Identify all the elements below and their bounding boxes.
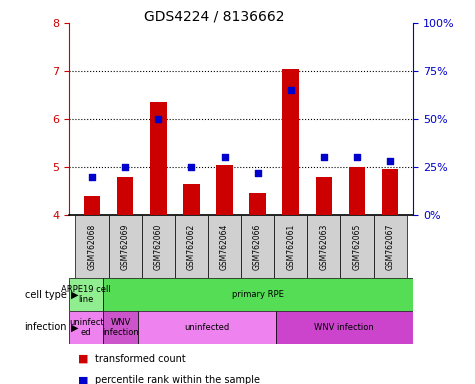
Bar <box>175 215 208 278</box>
Text: transformed count: transformed count <box>95 354 186 364</box>
Bar <box>274 215 307 278</box>
Text: GSM762066: GSM762066 <box>253 223 262 270</box>
Text: GSM762063: GSM762063 <box>319 223 328 270</box>
Point <box>386 158 394 164</box>
Text: ■: ■ <box>78 354 89 364</box>
Text: GDS4224 / 8136662: GDS4224 / 8136662 <box>143 10 284 23</box>
Bar <box>216 165 233 215</box>
Bar <box>373 215 407 278</box>
Text: primary RPE: primary RPE <box>232 290 284 299</box>
Bar <box>276 311 413 344</box>
Bar <box>349 167 365 215</box>
Text: cell type: cell type <box>25 290 67 300</box>
Point <box>353 154 361 161</box>
Text: GSM762061: GSM762061 <box>286 223 295 270</box>
Point <box>320 154 328 161</box>
Bar <box>76 215 109 278</box>
Text: GSM762062: GSM762062 <box>187 223 196 270</box>
Text: uninfected: uninfected <box>184 323 229 332</box>
Bar <box>150 102 167 215</box>
Text: GSM762064: GSM762064 <box>220 223 229 270</box>
Point <box>88 174 96 180</box>
Bar <box>109 215 142 278</box>
Bar <box>69 278 104 311</box>
Bar <box>69 311 104 344</box>
Text: percentile rank within the sample: percentile rank within the sample <box>95 375 260 384</box>
Point <box>221 154 228 161</box>
Bar <box>84 196 100 215</box>
Point <box>188 164 195 170</box>
Text: ▶: ▶ <box>71 290 79 300</box>
Bar <box>183 184 199 215</box>
Text: WNV infection: WNV infection <box>314 323 374 332</box>
Bar <box>142 215 175 278</box>
Point <box>254 170 261 176</box>
Bar <box>283 69 299 215</box>
Bar <box>117 177 133 215</box>
Text: uninfect
ed: uninfect ed <box>69 318 104 337</box>
Bar <box>307 215 341 278</box>
Text: GSM762060: GSM762060 <box>154 223 163 270</box>
Text: ■: ■ <box>78 375 89 384</box>
Text: ▶: ▶ <box>71 322 79 333</box>
Bar <box>208 215 241 278</box>
Bar <box>241 215 274 278</box>
Point <box>122 164 129 170</box>
Point <box>287 87 294 93</box>
Text: GSM762068: GSM762068 <box>87 223 96 270</box>
Bar <box>341 215 373 278</box>
Bar <box>382 169 399 215</box>
Text: WNV
infection: WNV infection <box>102 318 139 337</box>
Point <box>154 116 162 122</box>
Text: GSM762065: GSM762065 <box>352 223 361 270</box>
Bar <box>315 177 332 215</box>
Text: GSM762067: GSM762067 <box>386 223 395 270</box>
Bar <box>138 311 276 344</box>
Text: infection: infection <box>24 322 67 333</box>
Bar <box>249 194 266 215</box>
Text: ARPE19 cell
line: ARPE19 cell line <box>61 285 111 305</box>
Text: GSM762069: GSM762069 <box>121 223 130 270</box>
Bar <box>104 311 138 344</box>
